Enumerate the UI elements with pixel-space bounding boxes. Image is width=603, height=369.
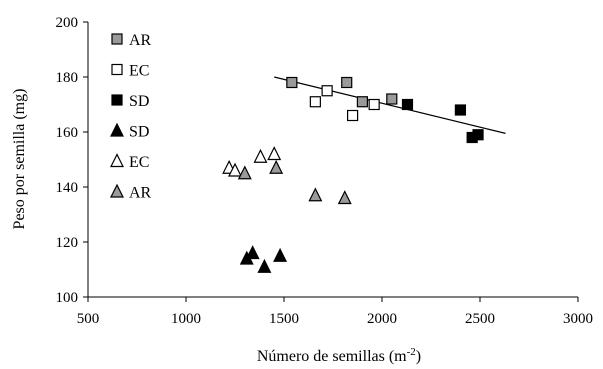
y-tick-label: 160 (56, 125, 79, 141)
trendline-group (274, 76, 506, 134)
x-tick-label: 500 (77, 311, 100, 327)
data-point-triangle-ar (337, 190, 352, 205)
data-point-triangle-sd (245, 245, 260, 260)
data-point-square-ar (286, 76, 298, 89)
data-point-square-ar (341, 76, 353, 89)
x-tick-label: 2500 (465, 311, 495, 327)
data-point-square-ec (309, 96, 321, 108)
data-point-square-ar (356, 96, 368, 108)
x-tick-label: 3000 (563, 311, 593, 327)
trendline (274, 76, 506, 134)
legend-marker-square-sd (111, 94, 123, 106)
y-tick-label: 120 (56, 235, 79, 251)
data-point-triangle-ar (269, 159, 284, 174)
legend-label: AR (129, 32, 152, 49)
y-tick-label: 140 (56, 180, 79, 196)
x-axis-title: Número de semillas (m-2) (257, 346, 421, 365)
data-point-triangle-sd (257, 258, 272, 273)
data-point-square-ec (347, 109, 359, 122)
legend-marker-square-ec (111, 63, 123, 76)
legend-label: EC (129, 154, 149, 171)
legend-label: SD (129, 93, 149, 110)
data-point-triangle-ec (228, 162, 242, 177)
data-point-triangle-ar (237, 165, 252, 180)
data-point-square-ec (321, 85, 333, 97)
data-point-square-ar (386, 93, 398, 105)
y-axis-title: Peso por semilla (mg) (11, 89, 28, 230)
legend-marker-square-ar (111, 33, 123, 45)
data-point-square-ec (368, 98, 380, 111)
data-point-square-sd (454, 104, 466, 116)
x-tick-label: 1000 (171, 311, 201, 327)
legend-label: SD (129, 124, 149, 141)
data-point-triangle-ar (308, 187, 323, 202)
data-point-square-sd (401, 98, 414, 111)
legend-marker-triangle-ar (110, 183, 124, 198)
tick-labels: 100 120 140 160 180 200 500 1000 1500 2000 2500 300… (56, 15, 594, 327)
legend-label: EC (129, 63, 149, 80)
data-points (222, 76, 484, 273)
legend-marker-triangle-ec (110, 153, 124, 168)
data-point-triangle-ec (267, 146, 282, 161)
y-tick-label: 200 (56, 15, 79, 31)
legend: AR EC SD SD EC AR (110, 32, 152, 202)
legend-marker-triangle-sd (110, 122, 124, 137)
legend-label: AR (129, 185, 152, 202)
y-tick-label: 180 (56, 70, 79, 86)
axes (83, 21, 579, 302)
x-tick-label: 2000 (367, 311, 397, 327)
data-point-triangle-sd (273, 247, 288, 262)
data-point-triangle-ec (253, 148, 268, 163)
x-tick-label: 1500 (269, 311, 299, 327)
data-point-square-sd (472, 129, 484, 141)
y-tick-label: 100 (56, 290, 79, 306)
